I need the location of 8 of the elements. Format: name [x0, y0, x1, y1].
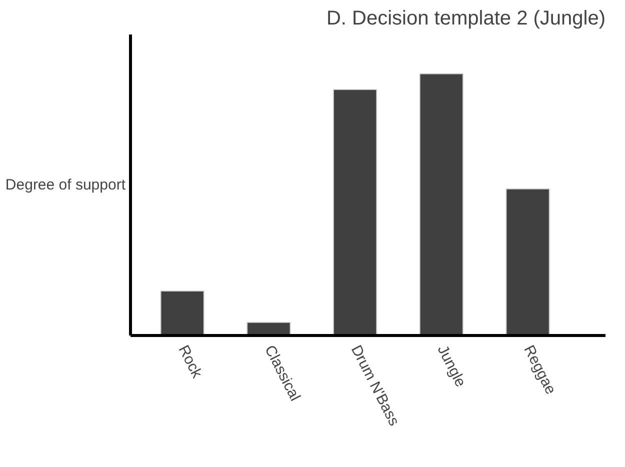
x-tick-label: Jungle [434, 342, 470, 390]
bar [506, 188, 550, 336]
y-axis-title: Degree of support [5, 176, 126, 194]
bar [332, 88, 378, 336]
bar [419, 73, 464, 336]
bar [160, 290, 204, 336]
x-tick-label: Rock [174, 342, 206, 382]
chart-title: D. Decision template 2 (Jungle) [326, 8, 606, 30]
